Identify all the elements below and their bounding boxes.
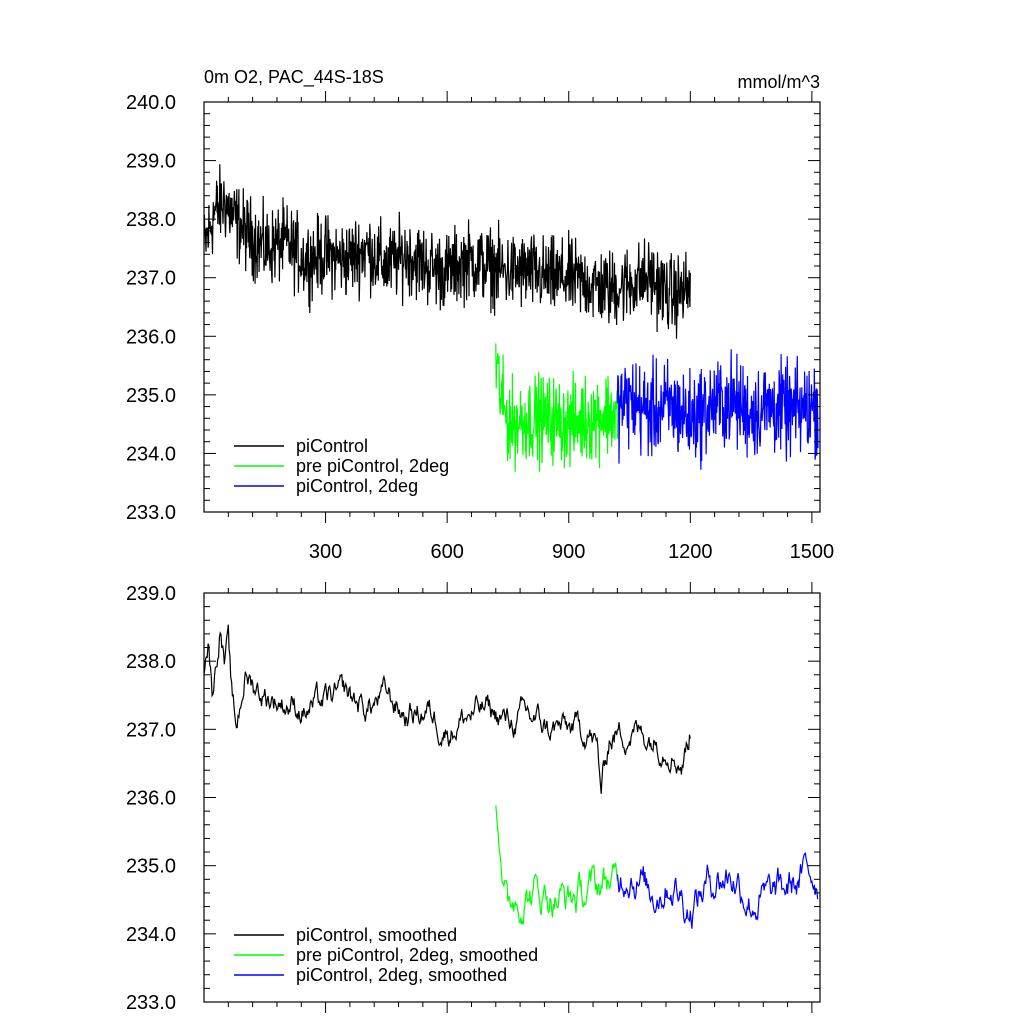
top-axis-ticks: 233.0 234.0 235.0 236.0 237.0 238.0 239.0 240.0… <box>126 91 834 563</box>
top-ytick-label: 233.0 <box>126 502 176 524</box>
top-chart: 233.0 234.0 235.0 236.0 237.0 238.0 239.0 240.0… <box>126 91 834 563</box>
bottom-legend-label: piControl, 2deg, smoothed <box>296 965 507 985</box>
top-series-line-1 <box>495 343 619 472</box>
top-legend-label: pre piControl, 2deg <box>296 456 449 476</box>
bottom-series-line-1 <box>495 805 618 925</box>
top-plot-area <box>204 164 819 472</box>
bottom-ytick-label: 236.0 <box>126 788 176 810</box>
bottom-ytick-label: 235.0 <box>126 856 176 878</box>
top-ytick-label: 234.0 <box>126 443 176 465</box>
bottom-legend-label: piControl, smoothed <box>296 925 457 945</box>
top-ytick-label: 238.0 <box>126 209 176 231</box>
top-ytick-label: 239.0 <box>126 151 176 173</box>
top-xtick-label: 1200 <box>668 541 713 563</box>
top-plot-frame <box>203 101 821 513</box>
bottom-ytick-label: 237.0 <box>126 719 176 741</box>
bottom-ytick-label: 238.0 <box>126 651 176 673</box>
top-ytick-label: 235.0 <box>126 385 176 407</box>
top-xtick-label: 300 <box>309 541 342 563</box>
bottom-ytick-label: 233.0 <box>126 992 176 1014</box>
bottom-plot-area <box>204 624 819 929</box>
top-ytick-label: 240.0 <box>126 92 176 114</box>
bottom-ytick-label: 234.0 <box>126 924 176 946</box>
bottom-legend-label: pre piControl, 2deg, smoothed <box>296 945 538 965</box>
top-series-line-2 <box>616 349 819 470</box>
bottom-series-line-2 <box>616 852 819 929</box>
top-ytick-label: 236.0 <box>126 326 176 348</box>
top-chart-title: 0m O2, PAC_44S-18S <box>204 67 384 88</box>
bottom-chart: 233.0 234.0 235.0 236.0 237.0 238.0 239.0 piCo… <box>126 582 821 1014</box>
top-chart-units: mmol/m^3 <box>738 72 820 92</box>
top-legend-label: piControl, 2deg <box>296 476 418 496</box>
top-xtick-label: 1500 <box>790 541 835 563</box>
bottom-series-line-0 <box>204 624 691 794</box>
top-legend-label: piControl <box>296 436 368 456</box>
top-xtick-label: 900 <box>552 541 585 563</box>
top-xtick-label: 600 <box>430 541 463 563</box>
top-series-line-0 <box>204 164 691 339</box>
bottom-axis-ticks: 233.0 234.0 235.0 236.0 237.0 238.0 239.0 <box>126 582 820 1014</box>
bottom-ytick-label: 239.0 <box>126 583 176 605</box>
top-ytick-label: 237.0 <box>126 268 176 290</box>
